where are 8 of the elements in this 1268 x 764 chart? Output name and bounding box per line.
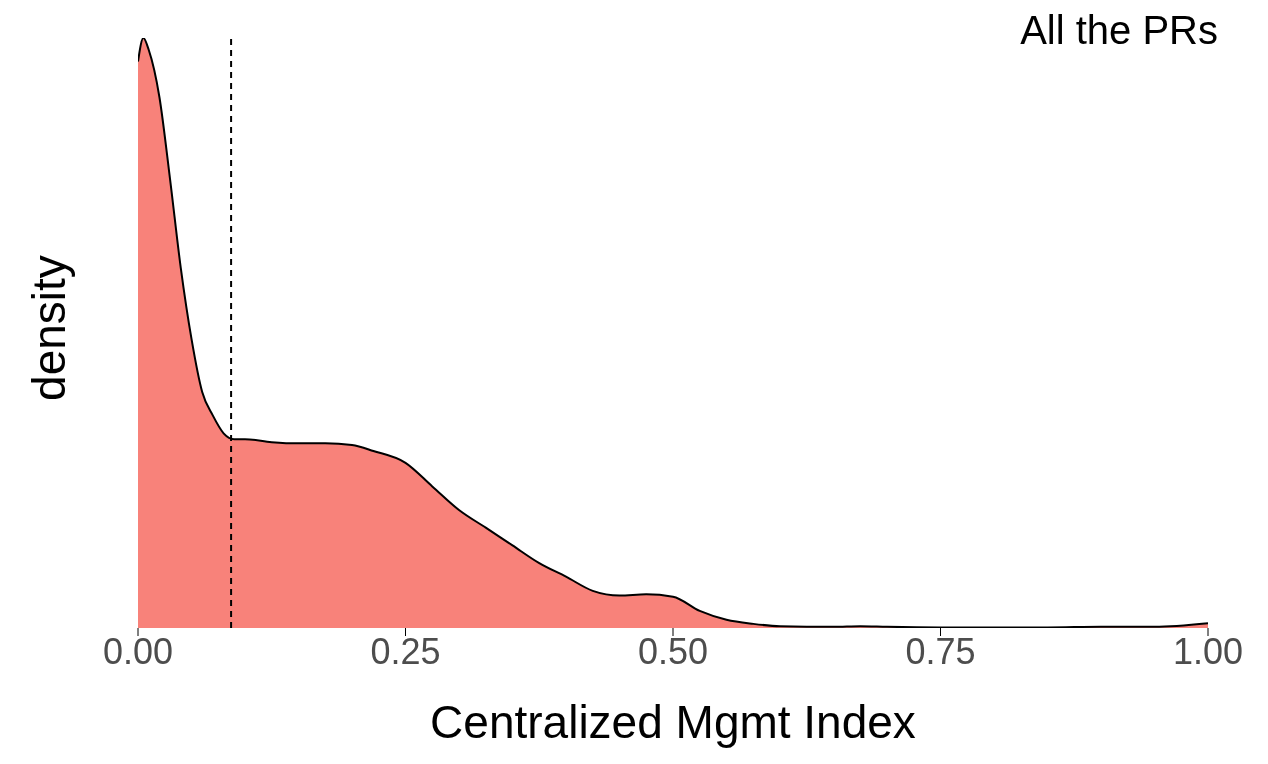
y-axis-title: density: [23, 255, 76, 401]
x-tick-label: 0.25: [370, 630, 441, 672]
x-tick-label: 0.50: [637, 630, 709, 672]
chart-title: All the PRs: [1020, 8, 1218, 53]
x-tick-label: 0.75: [905, 630, 976, 672]
x-axis-title: Centralized Mgmt Index: [430, 696, 916, 748]
x-tick-label: 0.00: [102, 630, 174, 672]
x-tick-label: 1.00: [1172, 630, 1244, 672]
